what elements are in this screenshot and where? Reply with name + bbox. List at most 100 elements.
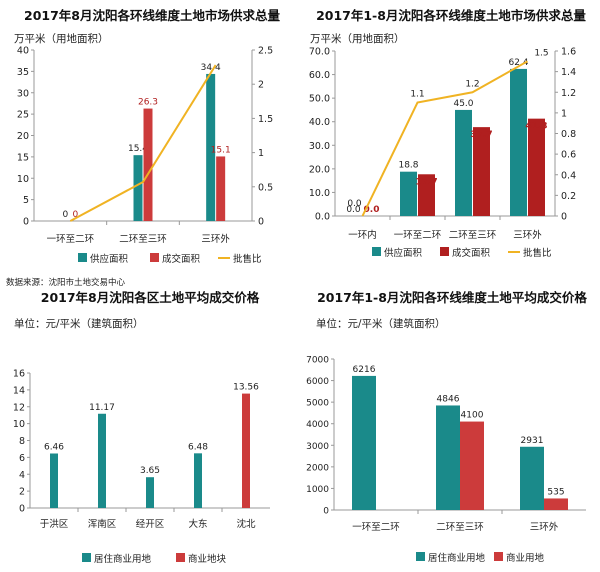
- panel4-bar: [352, 375, 376, 510]
- panel1-category-label: 三环外: [201, 233, 230, 245]
- panel4-legend-label: 居住商业用地: [428, 552, 486, 564]
- panel2-y2-tick-label: 0: [561, 212, 567, 223]
- panel3-y-tick-label: 6: [19, 453, 25, 464]
- panel1-category-label: 一环至二环: [47, 234, 95, 245]
- panel1-title: 2017年8月沈阳各环线维度土地市场供求总量: [24, 8, 280, 23]
- panel1-category-label: 二环至三环: [119, 234, 167, 245]
- panel2-y2-tick-label: 1.6: [561, 47, 576, 58]
- panel3-bar: [50, 453, 58, 508]
- panel4-y-tick-label: 2000: [306, 463, 329, 473]
- panel4-bar: [436, 405, 460, 510]
- panel3-y-tick-label: 14: [13, 385, 25, 396]
- panel4-bar: [544, 498, 568, 510]
- panel3-data-label: 6.48: [188, 442, 208, 452]
- panel2-data-label: 45.0: [453, 99, 473, 109]
- panel3-legend-label: 商业地块: [188, 553, 227, 565]
- panel1-y2-tick-label: 1: [258, 148, 264, 159]
- panel3-title: 2017年8月沈阳各区土地平均成交价格: [41, 290, 260, 305]
- panel1-bar: [133, 155, 143, 221]
- panel3-legend-swatch: [176, 553, 185, 562]
- panel2-y-tick-label: 10.0: [309, 188, 330, 199]
- panel2-legend-label: 批售比: [523, 247, 552, 259]
- panel4-title: 2017年1-8月沈阳各环线维度土地平均成交价格: [317, 290, 587, 305]
- panel2-ratio-label: 1.5: [534, 48, 548, 58]
- panel1-y-tick-label: 5: [23, 195, 29, 206]
- panel4-category-label: 二环至三环: [436, 522, 484, 533]
- panel1-legend-label: 成交面积: [162, 253, 201, 265]
- panel2-ratio-label: 1.2: [465, 79, 479, 89]
- panel3-data-label: 6.46: [44, 442, 64, 452]
- panel4-data-label: 6216: [353, 365, 376, 375]
- panel2-y2-tick-label: 0.6: [561, 150, 576, 161]
- panel2-bar: [510, 68, 527, 217]
- panel2-legend-swatch: [440, 247, 449, 256]
- panel1-y-tick-label: 10: [17, 174, 29, 185]
- panel4-data-label: 535: [547, 487, 564, 497]
- panel4-y-tick-label: 7000: [306, 356, 329, 366]
- panel3-y-tick-label: 4: [19, 470, 25, 481]
- panel1-legend-label: 批售比: [233, 253, 262, 265]
- panel1-data-label: 15.1: [211, 145, 231, 155]
- panel1-y-tick-label: 15: [17, 152, 29, 163]
- panel1-source: 数据来源：沈阳市土地交易中心: [6, 277, 126, 288]
- panel2-data-label: 17.7: [415, 177, 437, 187]
- panel4-legend-swatch: [416, 552, 425, 561]
- panel2-data-label: 0.0: [346, 205, 361, 215]
- panel3-category-label: 经开区: [136, 518, 165, 530]
- panel1-y-tick-label: 35: [17, 67, 29, 78]
- panel2-bar: [528, 118, 545, 216]
- panel2-ratio-line: [361, 60, 528, 217]
- panel1-y2-tick-label: 1.5: [258, 114, 273, 125]
- panel3-legend-swatch: [82, 553, 91, 562]
- panel1-ratio-line: [69, 64, 217, 222]
- panel4-y-tick-label: 5000: [306, 399, 329, 409]
- panel2-y-tick-label: 50.0: [309, 94, 330, 105]
- panel2-bar: [473, 127, 490, 216]
- panel2-y-tick-label: 60.0: [309, 70, 330, 81]
- panel3-category-label: 大东: [188, 518, 207, 530]
- panel2-bar: [400, 171, 417, 216]
- panel1-y2-tick-label: 0.5: [258, 182, 273, 193]
- panel3-data-label: 3.65: [140, 466, 160, 476]
- panel3-y-tick-label: 0: [19, 504, 25, 515]
- panel1-legend-swatch: [150, 253, 159, 262]
- panel4-unit-label: 单位：元/平米（建筑面积）: [316, 317, 446, 330]
- panel1-data-label: 0: [72, 210, 78, 220]
- panel1-unit-label: 万平米（用地面积）: [14, 32, 109, 45]
- panel2-data-label: 37.7: [470, 130, 492, 140]
- panel1-bar: [216, 156, 226, 221]
- panel2-y-tick-label: 70.0: [309, 47, 330, 58]
- panel2-legend-swatch: [372, 247, 381, 256]
- panel2-title: 2017年1-8月沈阳各环线维度土地市场供求总量: [316, 8, 586, 23]
- panel2-data-label: 0.0: [364, 205, 380, 215]
- panel2-category-label: 二环至三环: [449, 230, 497, 241]
- panel4-data-label: 4846: [437, 394, 460, 404]
- panel2-y2-tick-label: 0.2: [561, 191, 576, 202]
- panel2-bar: [455, 109, 472, 216]
- panel2-legend-label: 供应面积: [384, 247, 423, 259]
- panel1-bar: [206, 73, 216, 221]
- panel3-y-tick-label: 2: [19, 487, 25, 498]
- panel3-data-label: 11.17: [89, 403, 115, 413]
- panel4-y-tick-label: 4000: [306, 420, 329, 430]
- panel4-data-label: 4100: [461, 411, 484, 421]
- panel4-category-label: 三环外: [530, 521, 559, 533]
- panel2-y-tick-label: 40.0: [309, 117, 330, 128]
- panel2-legend-label: 成交面积: [452, 247, 491, 259]
- panel4-category-label: 一环至二环: [352, 522, 400, 533]
- panel3-unit-label: 单位：元/平米（建筑面积）: [14, 317, 144, 330]
- panel1-data-label: 34.4: [201, 63, 221, 73]
- panel3-bar: [242, 393, 250, 508]
- panel1-legend-swatch: [78, 253, 87, 262]
- panel2-ratio-label: 0.0: [347, 199, 362, 209]
- panel2-data-label: 18.8: [398, 161, 418, 171]
- panel4-y-tick-label: 3000: [306, 442, 329, 452]
- panel4-legend-swatch: [494, 552, 503, 561]
- panel1-data-label: 15.4: [128, 144, 148, 154]
- panel1-y-tick-label: 25: [17, 110, 29, 121]
- panel3-y-tick-label: 8: [19, 436, 25, 447]
- panel2-y-tick-label: 20.0: [309, 164, 330, 175]
- panel3-y-tick-label: 16: [13, 369, 25, 380]
- panel3-category-label: 沈北: [236, 518, 256, 530]
